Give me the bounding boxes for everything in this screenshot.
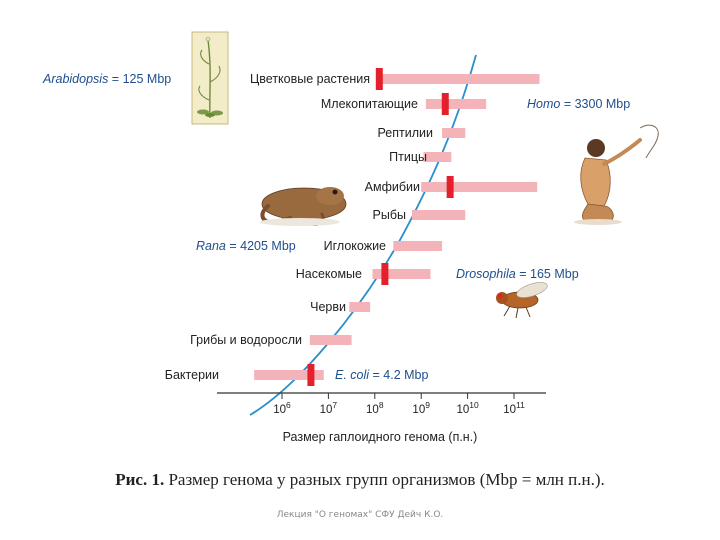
x-tick-label: 107 <box>320 400 338 416</box>
range-bars-layer <box>254 74 540 380</box>
range-bar <box>349 302 371 312</box>
species-label: Arabidopsis = 125 Mbp <box>42 72 171 86</box>
species-labels-layer: Arabidopsis = 125 Mbp Homo = 3300 Mbp Rana… <box>42 72 630 382</box>
x-tick-label: 108 <box>366 400 384 416</box>
range-bar <box>425 99 487 109</box>
range-bar <box>377 74 540 84</box>
species-label: Rana = 4205 Mbp <box>196 239 296 253</box>
human-figure-illustration <box>574 124 659 225</box>
range-bar <box>411 210 466 220</box>
species-marker <box>441 93 449 115</box>
figure-caption: Рис. 1. Размер генома у разных групп орг… <box>0 470 720 490</box>
range-bar <box>372 269 431 279</box>
drosophila-fly-illustration <box>496 282 548 319</box>
category-label: Грибы и водоросли <box>190 333 302 347</box>
category-label: Птицы <box>389 150 427 164</box>
species-marker <box>307 364 315 386</box>
category-label: Амфибии <box>365 180 420 194</box>
category-label: Бактерии <box>165 368 219 382</box>
category-label: Иглокожие <box>324 239 386 253</box>
x-tick-label: 1011 <box>503 400 525 416</box>
x-tick-label: 1010 <box>456 400 479 416</box>
range-bar <box>442 128 466 138</box>
species-label: E. coli = 4.2 Mbp <box>335 368 429 382</box>
category-label: Млекопитающие <box>321 97 418 111</box>
species-markers-layer <box>307 68 454 386</box>
x-axis: 106 107 108 109 1010 1011 <box>217 392 546 416</box>
species-marker <box>381 263 389 285</box>
category-label: Черви <box>310 300 346 314</box>
species-label: Homo = 3300 Mbp <box>527 97 630 111</box>
category-label: Цветковые растения <box>250 72 370 86</box>
x-tick-label: 106 <box>273 400 291 416</box>
caption-lead: Рис. 1. <box>115 470 165 489</box>
category-label: Насекомые <box>296 267 362 281</box>
species-marker <box>446 176 454 198</box>
frog-illustration <box>260 187 347 226</box>
x-axis-label: Размер гаплоидного генома (п.н.) <box>283 430 478 444</box>
range-bar <box>254 370 324 380</box>
range-bar <box>393 241 443 251</box>
species-marker <box>375 68 383 90</box>
range-bar <box>423 152 452 162</box>
species-label: Drosophila = 165 Mbp <box>456 267 579 281</box>
caption-text: Размер генома у разных групп организмов … <box>164 470 605 489</box>
arabidopsis-plant-illustration <box>191 31 229 125</box>
range-bar <box>309 335 352 345</box>
footer-credit: Лекция "О геномах" СФУ Дейч К.О. <box>276 510 444 520</box>
x-tick-label: 109 <box>412 400 430 416</box>
category-labels-layer: Цветковые растения Млекопитающие Рептилии П… <box>165 72 433 382</box>
range-bar <box>421 182 538 192</box>
category-label: Рыбы <box>373 208 406 222</box>
category-label: Рептилии <box>378 126 433 140</box>
